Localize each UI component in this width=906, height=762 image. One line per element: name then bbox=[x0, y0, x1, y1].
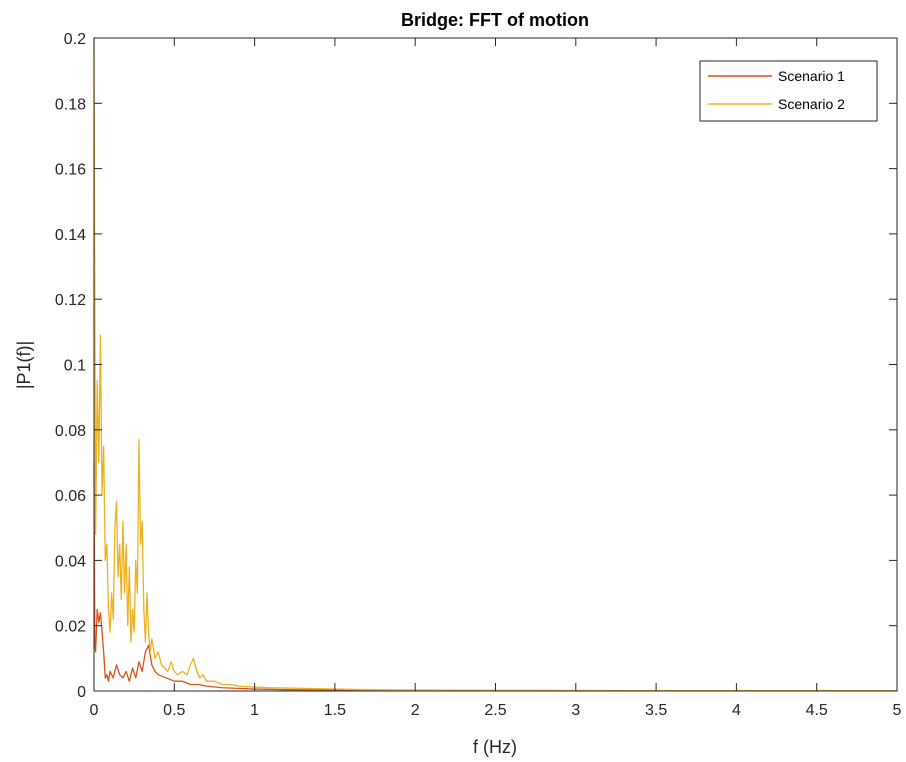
chart-title: Bridge: FFT of motion bbox=[401, 10, 589, 30]
y-tick-label: 0.1 bbox=[64, 358, 86, 375]
y-tick-label: 0.18 bbox=[55, 96, 86, 113]
x-tick-label: 4.5 bbox=[806, 702, 828, 719]
x-tick-label: 2.5 bbox=[484, 702, 506, 719]
x-tick-label: 1 bbox=[250, 702, 259, 719]
x-tick-label: 3 bbox=[571, 702, 580, 719]
x-tick-label: 0.5 bbox=[163, 702, 185, 719]
tick-layer: 0 0.5 1 1.5 2 2.5 3 3.5 4 4.5 5 0 0.02 0.04 0.06 0.08 0.… bbox=[55, 31, 902, 719]
legend-label-scenario-1: Scenario 1 bbox=[778, 68, 845, 84]
x-tick-label: 3.5 bbox=[645, 702, 667, 719]
legend-box bbox=[699, 60, 878, 122]
y-tick-label: 0.06 bbox=[55, 488, 86, 505]
y-tick-label: 0.16 bbox=[55, 162, 86, 179]
y-tick-label: 0.2 bbox=[64, 31, 86, 48]
y-tick-label: 0.02 bbox=[55, 619, 86, 636]
x-tick-label: 5 bbox=[893, 702, 902, 719]
y-tick-label: 0.12 bbox=[55, 292, 86, 309]
series-line-scenario-1 bbox=[93, 462, 897, 692]
y-axis-label: |P1(f)| bbox=[14, 341, 34, 389]
y-tick-label: 0.04 bbox=[55, 553, 86, 570]
series-layer bbox=[93, 37, 897, 692]
x-axis-label: f (Hz) bbox=[473, 737, 517, 757]
y-tick-label: 0.14 bbox=[55, 227, 86, 244]
series-line-scenario-2 bbox=[93, 37, 897, 692]
y-tick-label: 0.08 bbox=[55, 423, 86, 440]
x-tick-label: 2 bbox=[411, 702, 420, 719]
legend-label-scenario-2: Scenario 2 bbox=[778, 96, 845, 112]
x-tick-label: 4 bbox=[732, 702, 741, 719]
legend: Scenario 1 Scenario 2 bbox=[699, 60, 878, 122]
x-tick-label: 1.5 bbox=[324, 702, 346, 719]
x-tick-label: 0 bbox=[90, 702, 99, 719]
y-tick-label: 0 bbox=[77, 684, 86, 701]
